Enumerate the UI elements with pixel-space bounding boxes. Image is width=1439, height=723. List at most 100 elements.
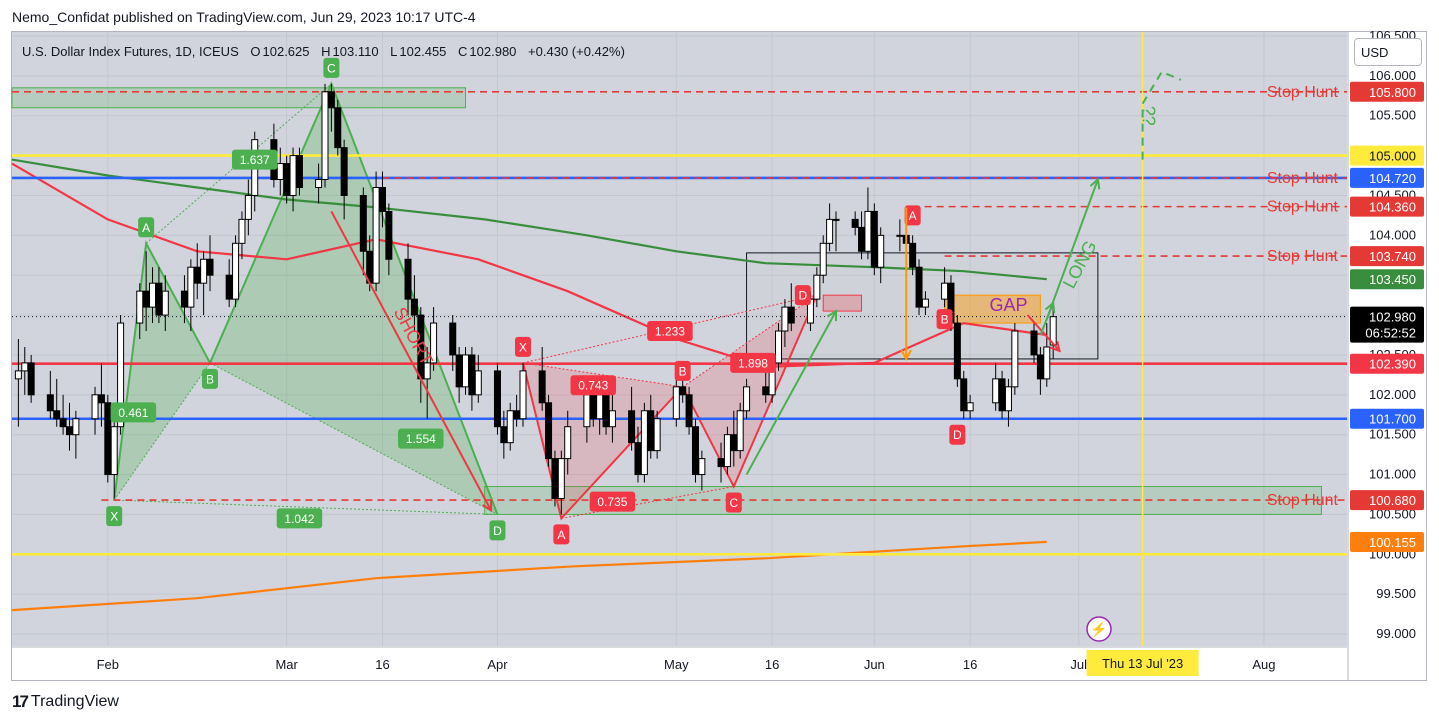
candle-body	[538, 370, 546, 404]
candle-body	[921, 298, 929, 308]
candle-body	[653, 418, 661, 452]
price-axis-label-bg	[1350, 490, 1424, 511]
candle-body	[775, 330, 783, 364]
crosshair-date-bg	[1086, 650, 1199, 676]
green-pattern-triangle-xab	[114, 243, 211, 501]
candle-body	[953, 322, 961, 380]
candle-body	[596, 394, 604, 420]
green-point-label-bg	[138, 217, 155, 238]
candle-body	[640, 410, 648, 476]
candle-body	[1043, 346, 1051, 380]
price-tick-label: 106.000	[1369, 68, 1416, 83]
candle-body	[410, 298, 418, 316]
candle-body	[864, 210, 872, 252]
candle-body	[679, 386, 687, 396]
red-pattern-ratio-line	[561, 486, 734, 519]
time-tick-label: Apr	[487, 657, 508, 672]
green-ratio-label: 1.637	[240, 153, 270, 167]
green-pattern-triangle-bcd	[210, 83, 498, 515]
red-ratio-label: 1.233	[655, 325, 685, 339]
red-ratio-label: 0.735	[597, 495, 627, 509]
candle-body	[59, 418, 67, 428]
price-axis-label: 102.390	[1369, 357, 1416, 372]
tradingview-logo-icon: 17	[12, 692, 29, 711]
candle-body	[915, 266, 923, 308]
pullback-arrow-head	[1049, 340, 1061, 353]
price-axis-label: 100.680	[1369, 493, 1416, 508]
ohlc-low-value: 102.455	[399, 44, 447, 59]
candle-body	[21, 362, 29, 372]
candle-body	[583, 394, 591, 428]
candle-body	[232, 242, 240, 300]
small-pattern-label: D	[953, 428, 962, 442]
lightning-icon	[1086, 616, 1112, 642]
price-axis-label: 102.980	[1369, 310, 1416, 325]
candle-body	[941, 282, 949, 300]
candle-body	[557, 458, 565, 499]
candle-body	[27, 362, 35, 396]
time-tick-label: Mar	[275, 657, 298, 672]
green-point-label-bg	[489, 520, 506, 541]
price-axis-label-bg	[1350, 269, 1424, 290]
candle-body	[877, 234, 885, 268]
candle-body	[65, 426, 73, 436]
price-axis-label: 103.450	[1369, 272, 1416, 287]
short-arrow-head	[482, 500, 493, 513]
currency-button[interactable]: USD	[1354, 38, 1422, 66]
short-arrow	[330, 210, 492, 511]
candle-body	[998, 378, 1006, 412]
red-point-label: A	[557, 528, 565, 542]
candle-body	[455, 354, 463, 388]
candle-body	[1004, 386, 1012, 412]
price-tick-label: 99.000	[1376, 626, 1416, 641]
red-point-label-bg	[794, 285, 811, 306]
price-axis-label: 101.700	[1369, 412, 1416, 427]
small-pattern-label-bg	[936, 309, 953, 330]
candle-body	[513, 410, 521, 420]
ohlc-close-value: 102.980	[469, 44, 517, 59]
green-point-label: A	[142, 221, 150, 235]
stop-hunt-note: Stop Hunt	[1267, 248, 1339, 265]
candle-body	[423, 362, 431, 380]
candle-body	[187, 266, 195, 308]
red-ratio-label: 1.898	[738, 356, 768, 370]
stop-hunt-note: Stop Hunt	[1267, 199, 1339, 216]
price-tick-label: 99.500	[1376, 586, 1416, 601]
candle-body	[500, 426, 508, 444]
green-point-label-bg	[202, 368, 219, 389]
candle-body	[468, 354, 476, 396]
candle-body	[909, 242, 917, 268]
stop-hunt-note: Stop Hunt	[1267, 84, 1339, 101]
candle-body	[819, 242, 827, 276]
annotation-text: GAP	[989, 295, 1027, 315]
time-tick-label: 16	[765, 657, 779, 672]
candle-body	[244, 194, 252, 220]
candle-body	[896, 234, 904, 237]
price-tick-label: 100.500	[1369, 506, 1416, 521]
candle-body	[1030, 330, 1038, 356]
candle-body	[449, 322, 457, 356]
moving-average-line	[11, 162, 1047, 369]
price-axis-label-bg	[1350, 81, 1424, 102]
candle-body	[691, 426, 699, 476]
candle-body	[161, 290, 169, 316]
symbol-legend: U.S. Dollar Index Futures, 1D, ICEUS O 10…	[22, 44, 627, 59]
price-axis-label: 104.720	[1369, 171, 1416, 186]
candle-body	[72, 418, 80, 436]
candle-body	[960, 378, 968, 412]
red-point-label: X	[519, 340, 527, 354]
green-ratio-label: 1.554	[406, 432, 436, 446]
footer-brand[interactable]: 17 TradingView	[12, 692, 119, 712]
candle-body	[97, 394, 105, 404]
moving-average-line	[11, 158, 1047, 281]
candle-body	[870, 210, 878, 268]
price-tick-label: 101.000	[1369, 467, 1416, 482]
green-ratio-label: 1.042	[284, 512, 314, 526]
candle-body	[628, 410, 636, 444]
time-tick-label: 16	[963, 657, 977, 672]
candle-body	[340, 147, 348, 196]
ohlc-close-key: C	[458, 44, 468, 59]
countdown-label: 06:52:52	[1365, 326, 1416, 341]
price-axis-label: 104.360	[1369, 200, 1416, 215]
